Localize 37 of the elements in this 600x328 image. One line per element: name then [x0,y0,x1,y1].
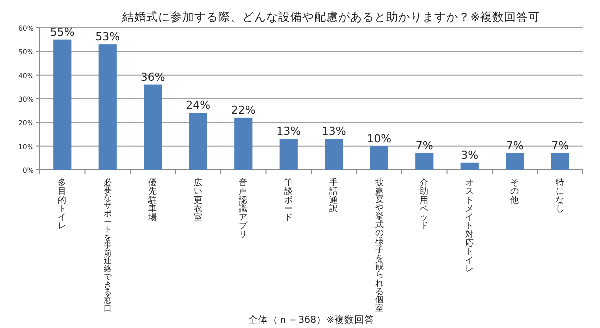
data-label: 7% [416,139,434,152]
category-label: オストメイト対応トイレ [465,178,474,275]
bar [551,153,570,170]
data-label: 7% [506,139,524,152]
bar [189,113,208,170]
x-tick-label: 広い更衣室 [194,178,203,223]
data-label: 36% [140,70,166,84]
bar [325,139,344,170]
category-label: 披露宴や挙式の様子を観られる個室 [375,177,384,313]
bar [98,44,117,170]
x-tick-label: 手話通訳 [330,178,339,214]
x-tick-label: 特になし [556,178,565,214]
bar [234,118,253,170]
text: 全体（ｎ＝368）※複数回答 [248,314,375,326]
data-label: 13% [276,125,302,138]
bar [370,146,388,170]
data-label: 10% [367,132,392,146]
bar [144,84,162,170]
x-tick-label: その他 [510,178,520,206]
bar [54,40,72,170]
x-tick-label: 音声認識アプリ [239,178,250,240]
x-tick-label: 多目的トイレ [58,178,68,232]
bar [460,162,479,170]
data-label: 13% [322,125,346,138]
data-label: 55% [50,26,75,39]
bar [506,153,524,170]
data-label: 3% [461,148,479,162]
bar [416,153,434,170]
data-label: 24% [186,99,211,112]
data-label: 7% [552,139,570,152]
x-tick-label: 介助用ベッド [420,178,430,232]
x-tick-label: 優先駐車場 [148,178,158,223]
bar [280,139,298,170]
data-label: 22% [231,104,256,117]
x-tick-label: 筆談ボード [284,178,294,223]
chart-title: 結婚式に参加する際、どんな設備や配慮があると助かりますか？※複数回答可 [122,10,540,24]
data-label: 53% [96,30,120,44]
